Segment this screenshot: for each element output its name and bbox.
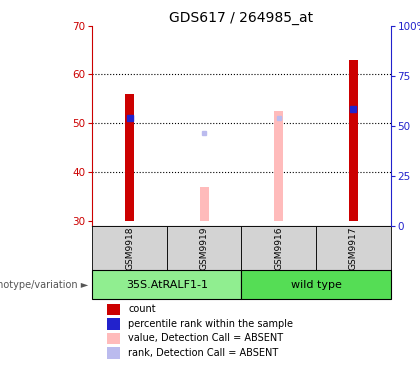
- Text: rank, Detection Call = ABSENT: rank, Detection Call = ABSENT: [128, 348, 278, 358]
- Text: GSM9916: GSM9916: [274, 226, 283, 270]
- FancyBboxPatch shape: [241, 270, 391, 299]
- Bar: [125, 94, 134, 221]
- Bar: [274, 111, 283, 221]
- Text: count: count: [128, 304, 156, 314]
- FancyBboxPatch shape: [92, 225, 167, 270]
- Title: GDS617 / 264985_at: GDS617 / 264985_at: [169, 11, 314, 25]
- Text: percentile rank within the sample: percentile rank within the sample: [128, 319, 293, 329]
- FancyBboxPatch shape: [92, 270, 242, 299]
- FancyBboxPatch shape: [316, 225, 391, 270]
- Text: GSM9918: GSM9918: [125, 226, 134, 270]
- Bar: [349, 60, 358, 221]
- FancyBboxPatch shape: [241, 225, 316, 270]
- Text: GSM9919: GSM9919: [200, 226, 209, 270]
- Text: genotype/variation ►: genotype/variation ►: [0, 280, 88, 290]
- Text: 35S.AtRALF1-1: 35S.AtRALF1-1: [126, 280, 208, 290]
- Bar: [200, 187, 209, 221]
- FancyBboxPatch shape: [167, 225, 241, 270]
- Text: value, Detection Call = ABSENT: value, Detection Call = ABSENT: [128, 333, 284, 343]
- Text: GSM9917: GSM9917: [349, 226, 358, 270]
- Bar: [108, 347, 120, 359]
- Bar: [108, 304, 120, 315]
- Bar: [108, 318, 120, 329]
- Text: wild type: wild type: [291, 280, 341, 290]
- Bar: [108, 333, 120, 344]
